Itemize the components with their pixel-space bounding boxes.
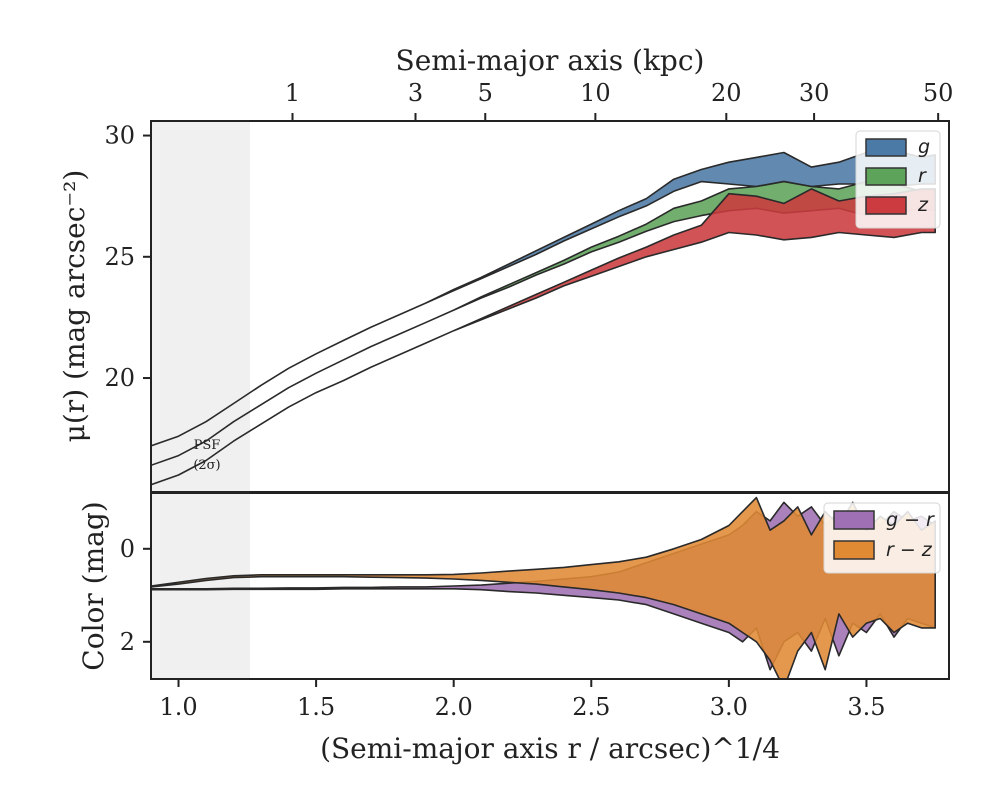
kpc-tick-label: 50 bbox=[923, 79, 954, 107]
top-y-ticks: 20 25 30 bbox=[104, 122, 151, 392]
top-legend: grz bbox=[855, 130, 941, 229]
color-panel: 02 1.0 1.5 2.0 2.5 3.0 3.5 (Semi-major axis r… bbox=[77, 492, 950, 765]
bottom-y-axis-label: Color (mag) bbox=[77, 501, 110, 670]
bottom-y-ticks: 02 bbox=[120, 535, 151, 656]
band-z bbox=[151, 188, 937, 486]
x-tick-label: 1.5 bbox=[297, 693, 335, 721]
kpc-tick-label: 30 bbox=[799, 79, 830, 107]
psf-label-line1: PSF bbox=[194, 438, 221, 453]
bottom-legend: g − r r − z bbox=[823, 502, 941, 574]
bottom-series-group bbox=[151, 496, 937, 679]
legend-swatch bbox=[833, 540, 875, 560]
top-y-axis-label: μ(r) (mag arcsec⁻²) bbox=[58, 170, 91, 443]
bottom-axes-frame bbox=[150, 492, 950, 680]
legend-label: g − r bbox=[886, 509, 935, 531]
legend-swatch bbox=[865, 167, 907, 186]
y-tick-label: 30 bbox=[104, 122, 135, 150]
x-tick-label: 3.5 bbox=[847, 693, 885, 721]
top-kpc-ticks: 1351020305075100 bbox=[285, 79, 954, 121]
bottom-x-ticks: 1.0 1.5 2.0 2.5 3.0 3.5 bbox=[159, 679, 886, 721]
psf-label-line2: (2σ) bbox=[193, 458, 220, 473]
legend-label: g bbox=[918, 136, 930, 158]
x-tick-label: 2.5 bbox=[572, 693, 610, 721]
legend-label: r bbox=[918, 165, 927, 187]
x-tick-label: 3.0 bbox=[710, 693, 748, 721]
y-tick-label: 25 bbox=[104, 243, 135, 271]
x-tick-label: 2.0 bbox=[435, 693, 473, 721]
legend-swatch bbox=[833, 510, 875, 530]
y-tick-label: 0 bbox=[120, 535, 135, 563]
y-tick-label: 2 bbox=[120, 628, 135, 656]
x-tick-label: 1.0 bbox=[159, 693, 197, 721]
top-x-axis-label: Semi-major axis (kpc) bbox=[396, 44, 705, 77]
legend-label: z bbox=[917, 194, 929, 216]
kpc-tick-label: 3 bbox=[408, 79, 423, 107]
top-series-group bbox=[151, 149, 937, 486]
kpc-tick-label: 10 bbox=[580, 79, 611, 107]
legend-swatch bbox=[865, 138, 907, 157]
legend-label: r − z bbox=[886, 539, 933, 561]
kpc-tick-label: 1 bbox=[285, 79, 300, 107]
y-tick-label: 20 bbox=[104, 364, 135, 392]
legend-swatch bbox=[865, 196, 907, 215]
bottom-x-axis-label: (Semi-major axis r / arcsec)^1/4 bbox=[320, 732, 780, 765]
psf-shade bbox=[151, 121, 250, 492]
kpc-tick-label: 20 bbox=[711, 79, 742, 107]
kpc-tick-label: 5 bbox=[478, 79, 493, 107]
